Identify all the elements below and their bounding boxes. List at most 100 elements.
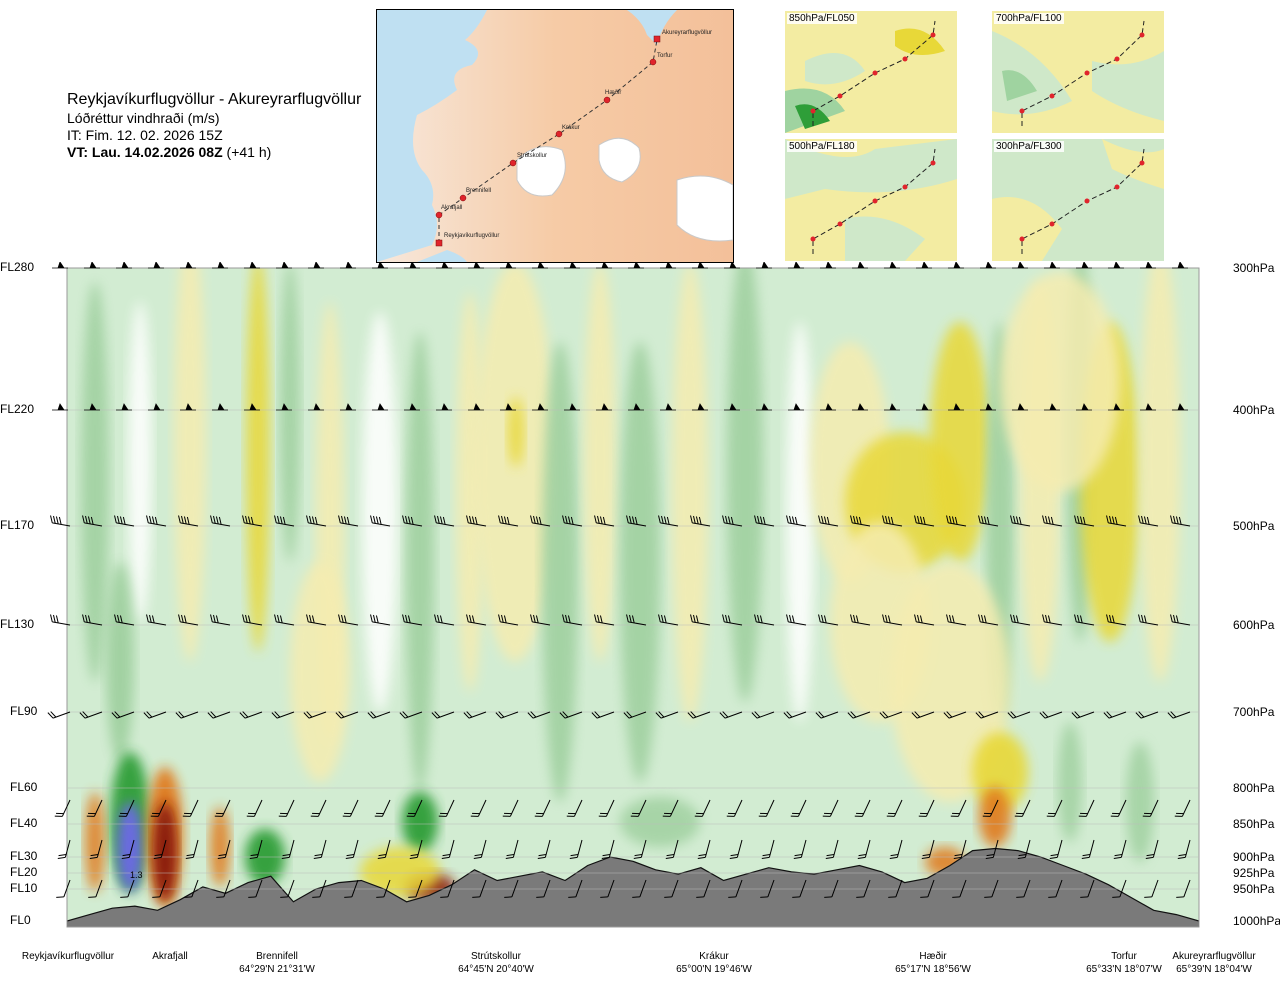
mini-map-300: 300hPa/FL300 bbox=[992, 139, 1164, 261]
wind-barb bbox=[404, 262, 420, 269]
wind-barb bbox=[52, 262, 68, 269]
hpa-label: 300hPa bbox=[1233, 261, 1275, 275]
wind-barb bbox=[792, 879, 807, 898]
wind-barb bbox=[180, 403, 196, 411]
wind-barb bbox=[212, 262, 228, 269]
wind-barb bbox=[1042, 515, 1063, 527]
wind-barb bbox=[1080, 879, 1095, 898]
wind-barb bbox=[594, 515, 615, 527]
waypoint-label: Strútskollur 64°45'N 20°40'W bbox=[436, 950, 556, 976]
wind-barb bbox=[854, 799, 871, 817]
wind-barb bbox=[1014, 799, 1031, 817]
waypoint-label: Torfur 65°33'N 18°07'W bbox=[1064, 950, 1184, 976]
map-label-akrafjall: Akrafjall bbox=[441, 205, 462, 211]
wind-barbs bbox=[47, 262, 1191, 898]
field-contour bbox=[402, 792, 438, 852]
valid-time-offset: (+41 h) bbox=[226, 144, 272, 160]
wind-barb bbox=[948, 403, 964, 411]
wind-barb bbox=[278, 799, 295, 817]
waypoint-name: Brennifell bbox=[256, 951, 298, 962]
field-contour bbox=[1000, 272, 1120, 492]
wind-barb bbox=[914, 614, 935, 626]
wind-barb bbox=[1044, 403, 1060, 411]
wind-barb bbox=[1074, 614, 1095, 626]
wind-barb bbox=[210, 515, 231, 527]
wind-barb bbox=[564, 403, 580, 411]
wind-barb bbox=[372, 403, 388, 411]
wind-barb bbox=[184, 879, 199, 898]
wind-barb bbox=[722, 614, 743, 626]
wind-barb bbox=[244, 262, 260, 269]
mini-map-850-label: 850hPa/FL050 bbox=[787, 13, 857, 24]
waypoint-label: Hæðir 65°17'N 18°56'W bbox=[873, 950, 993, 976]
map-marker-haedir bbox=[603, 96, 611, 104]
waypoint-coord: 64°29'N 21°31'W bbox=[239, 964, 315, 975]
wind-barb bbox=[724, 262, 740, 269]
wind-barb bbox=[1138, 515, 1159, 527]
mini-map-300-svg bbox=[992, 139, 1164, 261]
wind-barb bbox=[820, 262, 836, 269]
wind-barb bbox=[1110, 799, 1127, 817]
wind-barb bbox=[1078, 799, 1095, 817]
wind-barb bbox=[628, 262, 644, 269]
wind-barb bbox=[1140, 403, 1156, 411]
wind-barb bbox=[850, 614, 871, 626]
wind-barb bbox=[148, 403, 164, 411]
wind-barb bbox=[89, 839, 103, 859]
wind-barb bbox=[852, 262, 868, 269]
wind-barb bbox=[1106, 515, 1127, 527]
field-contour bbox=[153, 802, 177, 902]
wind-barb bbox=[1167, 711, 1191, 719]
waypoint-name: Akureyrarflugvöllur bbox=[1172, 951, 1256, 962]
wind-barb bbox=[505, 839, 519, 859]
wind-barb bbox=[1044, 262, 1060, 269]
wind-barb bbox=[1145, 839, 1159, 859]
wind-barb bbox=[692, 403, 708, 411]
issue-time: IT: Fim. 12. 02. 2026 15Z bbox=[67, 127, 223, 143]
wind-barb bbox=[692, 262, 708, 269]
wind-barb bbox=[1112, 879, 1127, 898]
wind-barb bbox=[1170, 614, 1191, 626]
wind-barb bbox=[344, 879, 359, 898]
wind-barb bbox=[84, 403, 100, 411]
wind-barb bbox=[340, 403, 356, 411]
fl-label: FL280 bbox=[0, 260, 35, 274]
map-marker-strutskollur bbox=[509, 159, 517, 167]
fl-label: FL170 bbox=[0, 518, 35, 532]
wind-barb bbox=[914, 515, 935, 527]
wind-barb bbox=[783, 711, 807, 719]
wind-barb bbox=[1081, 839, 1095, 859]
wind-barb bbox=[406, 799, 423, 817]
terrain-shape bbox=[67, 847, 1199, 927]
mini-map-500: 500hPa/FL180 bbox=[785, 139, 957, 261]
wind-barb bbox=[150, 799, 167, 817]
wind-barb bbox=[377, 839, 391, 859]
wind-barb bbox=[153, 839, 167, 859]
field-contour bbox=[362, 312, 398, 712]
field-contour bbox=[406, 332, 434, 792]
wind-barb bbox=[815, 711, 839, 719]
wind-barb bbox=[537, 839, 551, 859]
wind-barb bbox=[495, 711, 519, 719]
wind-barb bbox=[121, 839, 135, 859]
wind-barb bbox=[790, 799, 807, 817]
wind-barb bbox=[50, 614, 71, 626]
wind-barb bbox=[724, 403, 740, 411]
waypoint-coord: 64°45'N 20°40'W bbox=[458, 964, 534, 975]
wind-barb bbox=[886, 799, 903, 817]
field-contour bbox=[786, 322, 814, 722]
wind-barb bbox=[47, 711, 71, 719]
wind-barb bbox=[884, 403, 900, 411]
wind-barb bbox=[1048, 879, 1063, 898]
wind-barb bbox=[502, 799, 519, 817]
wind-barb bbox=[1010, 614, 1031, 626]
wind-barb bbox=[697, 839, 711, 859]
wind-barb bbox=[1177, 839, 1191, 859]
wind-barb bbox=[824, 879, 839, 898]
wind-barb bbox=[662, 799, 679, 817]
wind-barb bbox=[687, 711, 711, 719]
wind-barb bbox=[404, 403, 420, 411]
field-contour bbox=[727, 268, 763, 702]
wind-barb bbox=[52, 403, 68, 411]
field-contour bbox=[620, 797, 700, 847]
